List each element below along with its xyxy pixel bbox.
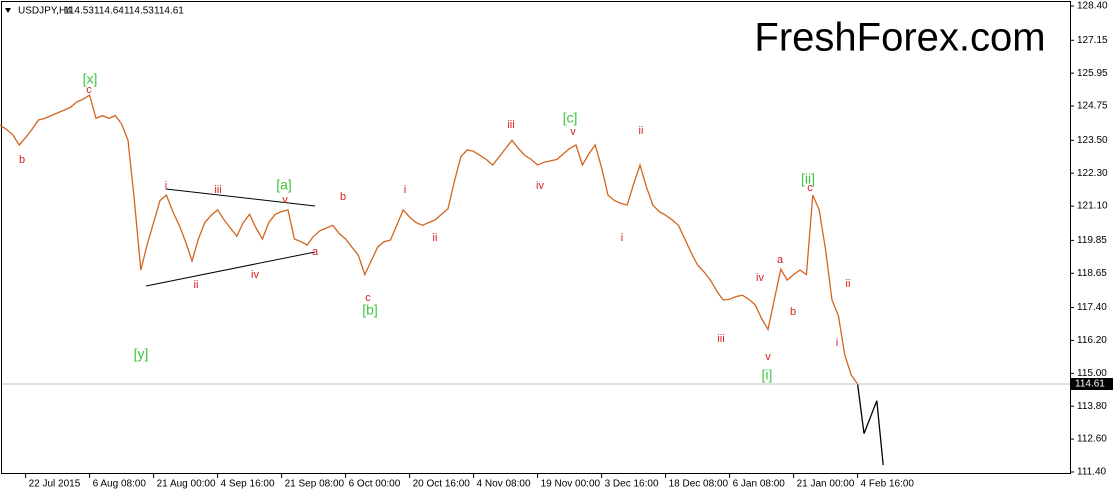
x-tick-label: 6 Jan 08:00 [733,479,786,490]
wave-label: b [19,154,25,166]
y-tick-label: 122.30 [1077,168,1108,179]
x-tick-label: 21 Sep 08:00 [285,479,345,490]
price-line [856,383,884,466]
y-tick-label: 111.40 [1077,467,1107,478]
x-tick-label: 18 Dec 08:00 [669,479,729,490]
x-tick-label: 21 Jan 00:00 [797,479,855,490]
wave-label: c [365,292,371,304]
x-tick-label: 4 Feb 16:00 [861,479,915,490]
x-tick-label: 6 Aug 08:00 [93,479,147,490]
open: 114.53 [64,6,94,17]
wave-label: ii [194,279,199,291]
wave-label: iv [251,269,259,281]
wave-label: [b] [362,302,378,318]
wave-label: i [621,232,623,244]
y-tick-label: 116.20 [1077,335,1107,346]
y-tick-label: 125.95 [1077,68,1108,79]
x-tick-label: 4 Sep 16:00 [221,479,275,490]
chart-title: FreshForex.com [754,16,1045,60]
wave-label: [y] [134,346,149,362]
last-price-box [1071,378,1113,391]
wave-label: v [570,126,576,138]
wave-label: iii [214,184,221,196]
wave-label: ii [639,125,644,137]
y-tick-label: 118.65 [1077,268,1107,279]
wave-label: b [790,306,796,318]
wave-label: b [340,191,346,203]
wave-label: i [836,337,838,349]
wave-label: c [807,182,813,194]
y-tick-label: 123.50 [1077,135,1108,146]
y-tick-label: 117.40 [1077,302,1107,313]
x-tick-label: 4 Nov 08:00 [477,479,531,490]
y-tick-label: 124.75 [1077,101,1108,112]
wave-label: iii [507,119,514,131]
last-price-label: 114.61 [1075,379,1105,390]
menu-icon [5,8,11,13]
wave-label: i [165,180,167,192]
trendline [145,251,316,287]
wave-label: iv [756,272,764,284]
trendline [165,188,316,207]
wave-label: ii [433,232,438,244]
wave-label: i [404,184,406,196]
wave-label: a [777,254,784,266]
x-tick-label: 3 Dec 16:00 [605,479,659,490]
low: 114.53 [124,6,154,17]
y-tick-label: 113.80 [1077,401,1107,412]
wave-label: [ii] [801,171,815,187]
y-tick-label: 127.15 [1077,35,1108,46]
wave-label: [a] [276,177,292,193]
wave-label: iii [717,333,724,345]
wave-label: iv [536,180,544,192]
x-tick-label: 20 Oct 16:00 [413,479,471,490]
close: 114.61 [154,6,184,17]
wave-label: v [765,351,771,363]
wave-label: [i] [762,367,773,383]
price-line [0,94,859,385]
wave-label: v [282,194,288,206]
y-tick-label: 115.00 [1077,368,1107,379]
x-tick-label: 22 Jul 2015 [29,479,81,490]
x-tick-label: 19 Nov 00:00 [541,479,601,490]
y-tick-label: 119.85 [1077,235,1107,246]
y-tick-label: 128.40 [1077,1,1108,12]
x-tick-label: 21 Aug 00:00 [157,479,216,490]
wave-label: a [312,246,319,258]
symbol: USDJPY,H4 [18,6,72,17]
y-tick-label: 121.10 [1077,201,1108,212]
wave-label: [x] [83,71,98,87]
high: 114.64 [94,6,124,17]
wave-label: c [86,84,92,96]
y-tick-label: 112.60 [1077,434,1107,445]
plot-frame [1,1,1071,474]
wave-label: [c] [563,110,578,126]
x-tick-label: 6 Oct 00:00 [349,479,401,490]
wave-label: ii [846,278,851,290]
